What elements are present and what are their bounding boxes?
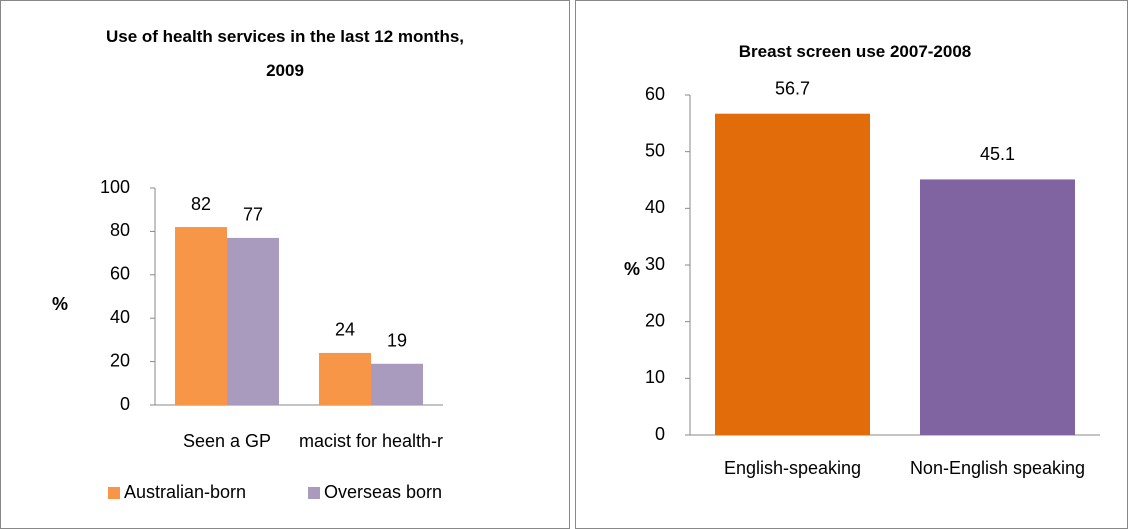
y-tick-label: 100 [100, 177, 130, 197]
x-tick-label-box: Non-English speaking [909, 458, 1086, 478]
y-tick-label: 0 [655, 424, 665, 444]
x-tick-label: Asked a pharmacist for health-related ad… [299, 431, 443, 451]
legend-swatch [308, 487, 320, 499]
y-tick-label: 40 [110, 307, 130, 327]
data-label: 77 [243, 205, 263, 225]
y-tick-label: 10 [645, 367, 665, 387]
x-tick-label: Non-English speaking [909, 458, 1086, 478]
chart-left: Use of health services in the last 12 mo… [52, 27, 465, 502]
y-axis-label: % [624, 259, 640, 279]
chart-title-box: Use of health services in the last 12 mo… [105, 27, 465, 80]
legend-label: Overseas born [324, 482, 442, 502]
chart-right: Breast screen use 2007-2008% 0 10 20 30 40 50 6… [624, 42, 1100, 478]
data-label: 45.1 [980, 144, 1015, 164]
y-tick-label: 60 [645, 84, 665, 104]
y-axis-label: % [52, 294, 68, 314]
data-label: 82 [191, 194, 211, 214]
bar [319, 352, 371, 405]
chart-title: Breast screen use 2007-2008 [738, 42, 972, 61]
y-tick-label: 0 [120, 394, 130, 414]
x-tick-label: English-speaking [723, 458, 862, 478]
legend-label: Australian-born [124, 482, 246, 502]
data-label: 19 [387, 331, 407, 351]
bar [175, 227, 227, 405]
x-tick-label: Seen a GP [182, 431, 272, 451]
y-tick-label: 20 [645, 310, 665, 330]
x-tick-label-box: Asked a pharmacist for health-related ad… [299, 431, 443, 451]
chart-title: Use of health services in the last 12 mo… [105, 27, 465, 80]
y-tick-label: 80 [110, 220, 130, 240]
bar [227, 237, 279, 405]
data-label: 56.7 [775, 78, 810, 98]
bar [371, 363, 423, 405]
data-label: 24 [335, 320, 355, 340]
legend-swatch [108, 487, 120, 499]
bar [920, 179, 1075, 435]
x-tick-label-box: Seen a GP [182, 431, 272, 451]
y-tick-label: 40 [645, 197, 665, 217]
y-tick-label: 50 [645, 140, 665, 160]
x-tick-label-box: English-speaking [723, 458, 862, 478]
chart-title-box: Breast screen use 2007-2008 [738, 42, 972, 61]
bar [715, 113, 870, 435]
y-tick-label: 20 [110, 350, 130, 370]
y-tick-label: 60 [110, 264, 130, 284]
y-tick-label: 30 [645, 254, 665, 274]
